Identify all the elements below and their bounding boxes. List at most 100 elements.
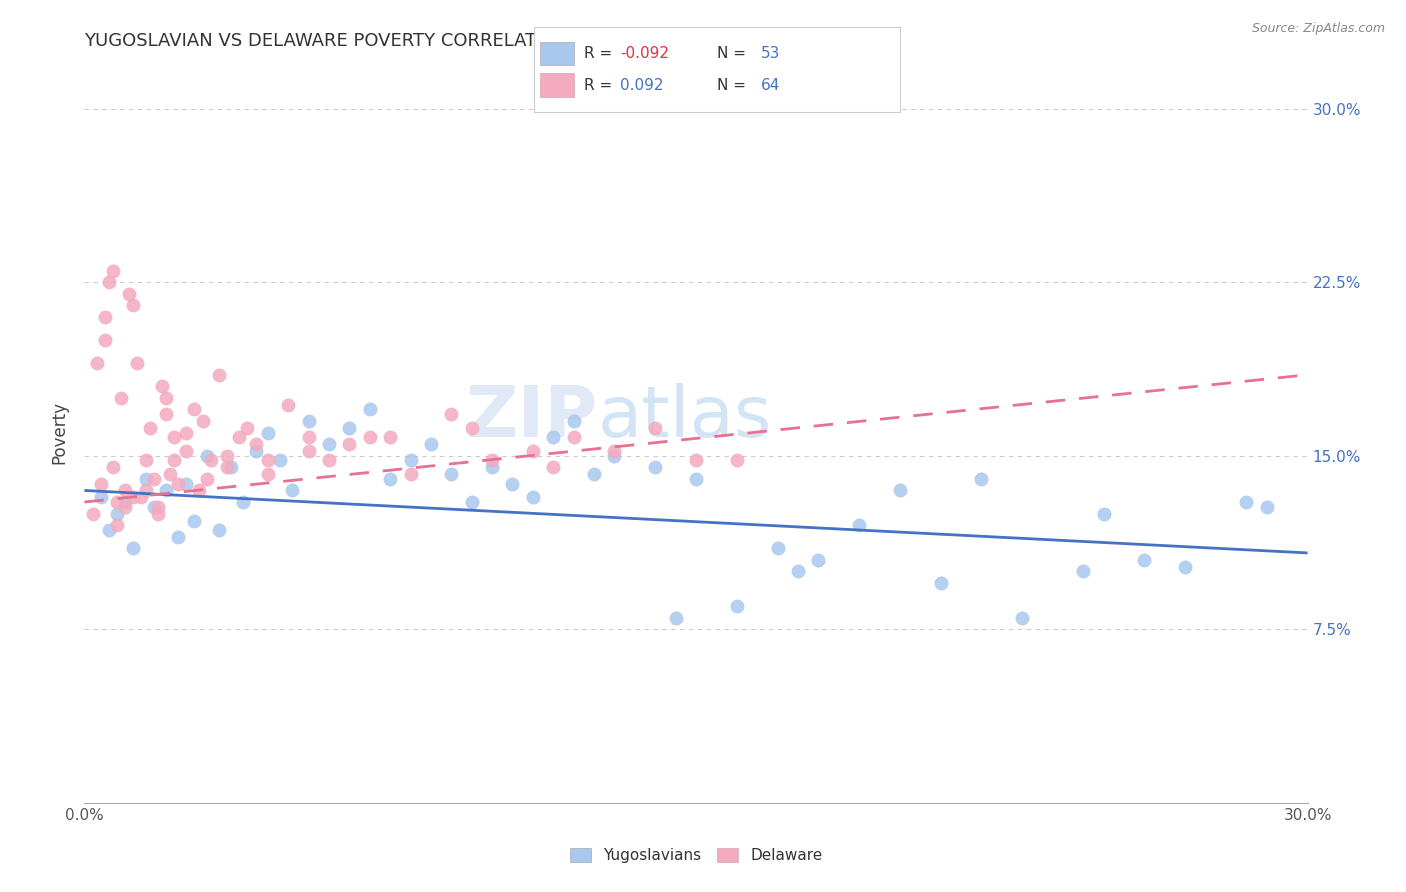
Text: 0.092: 0.092	[620, 78, 664, 93]
Text: ZIP: ZIP	[465, 384, 598, 452]
Point	[766, 541, 789, 556]
Point	[481, 453, 503, 467]
Point	[97, 275, 120, 289]
Point	[208, 523, 231, 537]
Text: R =: R =	[583, 45, 617, 61]
Point	[339, 437, 361, 451]
Point	[399, 467, 422, 482]
Point	[150, 379, 173, 393]
Point	[93, 310, 115, 324]
Point	[502, 476, 524, 491]
Point	[380, 472, 402, 486]
Point	[122, 298, 145, 312]
Point	[122, 491, 145, 505]
Point	[82, 507, 104, 521]
Point	[93, 333, 115, 347]
Point	[135, 483, 157, 498]
Point	[200, 453, 222, 467]
Point	[359, 402, 381, 417]
Point	[1073, 565, 1095, 579]
Point	[399, 453, 422, 467]
Point	[970, 472, 993, 486]
Point	[236, 421, 259, 435]
Point	[562, 414, 585, 428]
Point	[543, 460, 565, 475]
Point	[135, 453, 157, 467]
Point	[187, 483, 209, 498]
Point	[163, 453, 186, 467]
Point	[257, 425, 280, 440]
Point	[725, 453, 748, 467]
Point	[1011, 610, 1033, 624]
Point	[269, 453, 291, 467]
Point	[142, 472, 165, 486]
Point	[110, 391, 132, 405]
Point	[440, 467, 463, 482]
Point	[1256, 500, 1278, 514]
Point	[245, 444, 267, 458]
Point	[1236, 495, 1258, 509]
Text: N =: N =	[717, 78, 751, 93]
Point	[359, 430, 381, 444]
Point	[114, 500, 136, 514]
Point	[195, 472, 218, 486]
Point	[159, 467, 181, 482]
Point	[135, 472, 157, 486]
Point	[787, 565, 810, 579]
Point	[114, 483, 136, 498]
Point	[583, 467, 606, 482]
Point	[217, 449, 239, 463]
Point	[101, 460, 124, 475]
Point	[131, 491, 153, 505]
Point	[481, 460, 503, 475]
Point	[167, 530, 190, 544]
FancyBboxPatch shape	[540, 73, 575, 96]
Point	[146, 500, 169, 514]
Point	[105, 518, 128, 533]
Point	[138, 421, 160, 435]
Point	[86, 356, 108, 370]
Point	[318, 437, 340, 451]
Point	[380, 430, 402, 444]
Point	[245, 437, 267, 451]
Point	[644, 460, 666, 475]
Text: R =: R =	[583, 78, 621, 93]
Point	[146, 507, 169, 521]
Point	[183, 514, 205, 528]
Point	[665, 610, 688, 624]
Point	[603, 449, 626, 463]
Point	[1092, 507, 1115, 521]
Point	[339, 421, 361, 435]
Point	[219, 460, 242, 475]
Point	[217, 460, 239, 475]
Point	[191, 414, 214, 428]
Point	[298, 430, 321, 444]
Point	[232, 495, 254, 509]
FancyBboxPatch shape	[540, 42, 575, 65]
Point	[122, 541, 145, 556]
Point	[807, 553, 830, 567]
Point	[277, 398, 299, 412]
Point	[90, 491, 112, 505]
Point	[101, 263, 124, 277]
Point	[155, 407, 177, 421]
Text: 64: 64	[761, 78, 780, 93]
Point	[685, 453, 707, 467]
Point	[163, 430, 186, 444]
Text: -0.092: -0.092	[620, 45, 669, 61]
Point	[257, 453, 280, 467]
Point	[195, 449, 218, 463]
Point	[208, 368, 231, 382]
Point	[522, 444, 544, 458]
Point	[228, 430, 250, 444]
Point	[155, 391, 177, 405]
Text: YUGOSLAVIAN VS DELAWARE POVERTY CORRELATION CHART: YUGOSLAVIAN VS DELAWARE POVERTY CORRELAT…	[84, 32, 636, 50]
Point	[257, 467, 280, 482]
Text: atlas: atlas	[598, 384, 772, 452]
Text: 53: 53	[761, 45, 780, 61]
Point	[118, 286, 141, 301]
Text: Source: ZipAtlas.com: Source: ZipAtlas.com	[1251, 22, 1385, 36]
Point	[155, 483, 177, 498]
Point	[848, 518, 870, 533]
Point	[90, 476, 112, 491]
